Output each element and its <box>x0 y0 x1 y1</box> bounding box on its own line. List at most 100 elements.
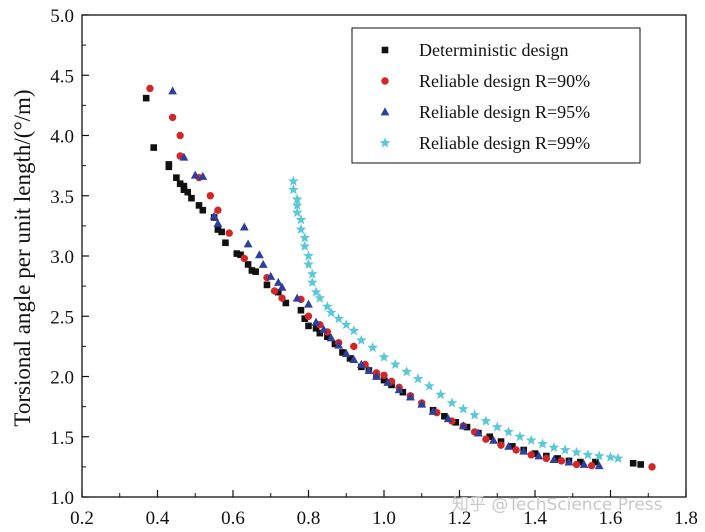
star-point <box>291 193 303 204</box>
legend-marker-star <box>379 137 391 148</box>
y-tick-label: 5.0 <box>50 6 74 27</box>
square-point <box>305 322 312 330</box>
star-point <box>291 199 303 210</box>
triangle-point <box>428 406 438 415</box>
legend-marker-circle <box>381 77 389 85</box>
square-point <box>184 188 191 196</box>
star-point <box>291 207 303 218</box>
square-point <box>509 443 516 450</box>
square-point <box>252 268 259 275</box>
star-point <box>348 325 360 336</box>
circle-point <box>304 312 313 320</box>
star-point <box>605 451 616 462</box>
square-point <box>346 355 354 362</box>
triangle-point <box>564 457 574 466</box>
y-tick-label: 2.0 <box>50 368 74 389</box>
y-axis-title: Torsional angle per unit length/(°/m) <box>10 89 35 426</box>
square-point <box>629 459 637 467</box>
x-axis: 0.2 0.4 0.6 0.8 1.0 1.2 1.4 1.6 1.8 <box>70 490 698 529</box>
square-point <box>165 163 173 171</box>
square-point <box>214 226 222 233</box>
star-point <box>491 421 503 432</box>
triangle-point <box>168 86 177 95</box>
y-tick-label: 2.5 <box>50 307 74 328</box>
circle-point <box>350 342 358 351</box>
triangle-point <box>239 222 249 231</box>
star-point <box>503 426 514 437</box>
star-point <box>295 214 307 225</box>
square-point <box>248 267 256 274</box>
triangle-point <box>326 333 336 342</box>
square-point <box>316 329 324 337</box>
square-point <box>637 461 644 468</box>
circle-point <box>648 463 656 471</box>
square-point <box>312 325 320 332</box>
series-triangle <box>168 86 604 470</box>
triangle-point <box>458 421 468 430</box>
circle-point <box>542 454 551 463</box>
triangle-point <box>519 446 529 455</box>
triangle-point <box>372 371 381 380</box>
circle-point <box>497 441 505 449</box>
square-point <box>486 433 493 441</box>
star-point <box>469 409 480 420</box>
watermark: 知乎 @TechScience Press <box>452 495 663 515</box>
triangle-point <box>209 211 219 220</box>
square-point <box>577 458 584 466</box>
triangle-point <box>473 428 483 437</box>
circle-point <box>225 229 233 237</box>
triangle-point <box>179 152 189 161</box>
triangle-point <box>273 277 283 286</box>
square-point <box>150 144 158 151</box>
triangle-point <box>417 399 427 408</box>
star-point <box>525 434 537 445</box>
square-point <box>331 340 339 348</box>
x-tick-label: 0.2 <box>70 508 94 529</box>
square-point <box>282 299 290 307</box>
star-point <box>435 388 446 400</box>
triangle-point <box>198 171 208 180</box>
triangle-point <box>504 441 513 450</box>
triangle-point <box>255 250 264 259</box>
square-point <box>176 180 184 187</box>
circle-point <box>587 461 596 470</box>
legend-label: Reliable design R=99% <box>419 133 590 153</box>
triangle-point <box>489 435 498 444</box>
y-tick-label: 3.0 <box>50 247 74 268</box>
star-point <box>412 373 424 384</box>
square-point <box>441 412 448 420</box>
square-point <box>324 333 331 341</box>
circle-point <box>240 254 249 263</box>
legend-label: Deterministic design <box>419 40 568 60</box>
star-point <box>288 175 299 186</box>
square-point <box>180 182 188 190</box>
star-point <box>582 449 594 460</box>
star-point <box>340 319 352 330</box>
star-point <box>295 223 307 235</box>
square-point <box>188 194 195 202</box>
square-point <box>244 261 252 268</box>
circle-point <box>482 435 490 443</box>
legend-label: Reliable design R=90% <box>419 71 590 91</box>
star-point <box>514 431 526 442</box>
triangle-point <box>594 461 604 470</box>
y-tick-label: 1.5 <box>50 428 74 449</box>
y-axis: 1.0 1.5 2.0 2.5 3.0 3.5 4.0 4.5 5.0 <box>50 6 89 509</box>
triangle-point <box>383 377 393 386</box>
star-point <box>322 301 333 312</box>
circle-point <box>512 446 520 454</box>
square-point <box>263 281 271 289</box>
star-point <box>303 250 314 261</box>
star-point <box>306 276 318 288</box>
square-point <box>195 202 203 209</box>
square-point <box>237 251 244 259</box>
x-tick-label: 1.4 <box>523 508 547 529</box>
circle-point <box>278 294 286 302</box>
triangle-point <box>549 455 559 464</box>
data-series-layer <box>142 84 656 471</box>
star-point <box>548 442 560 453</box>
legend-marker-square <box>381 46 389 54</box>
circle-point <box>270 287 279 295</box>
star-point <box>288 184 299 195</box>
